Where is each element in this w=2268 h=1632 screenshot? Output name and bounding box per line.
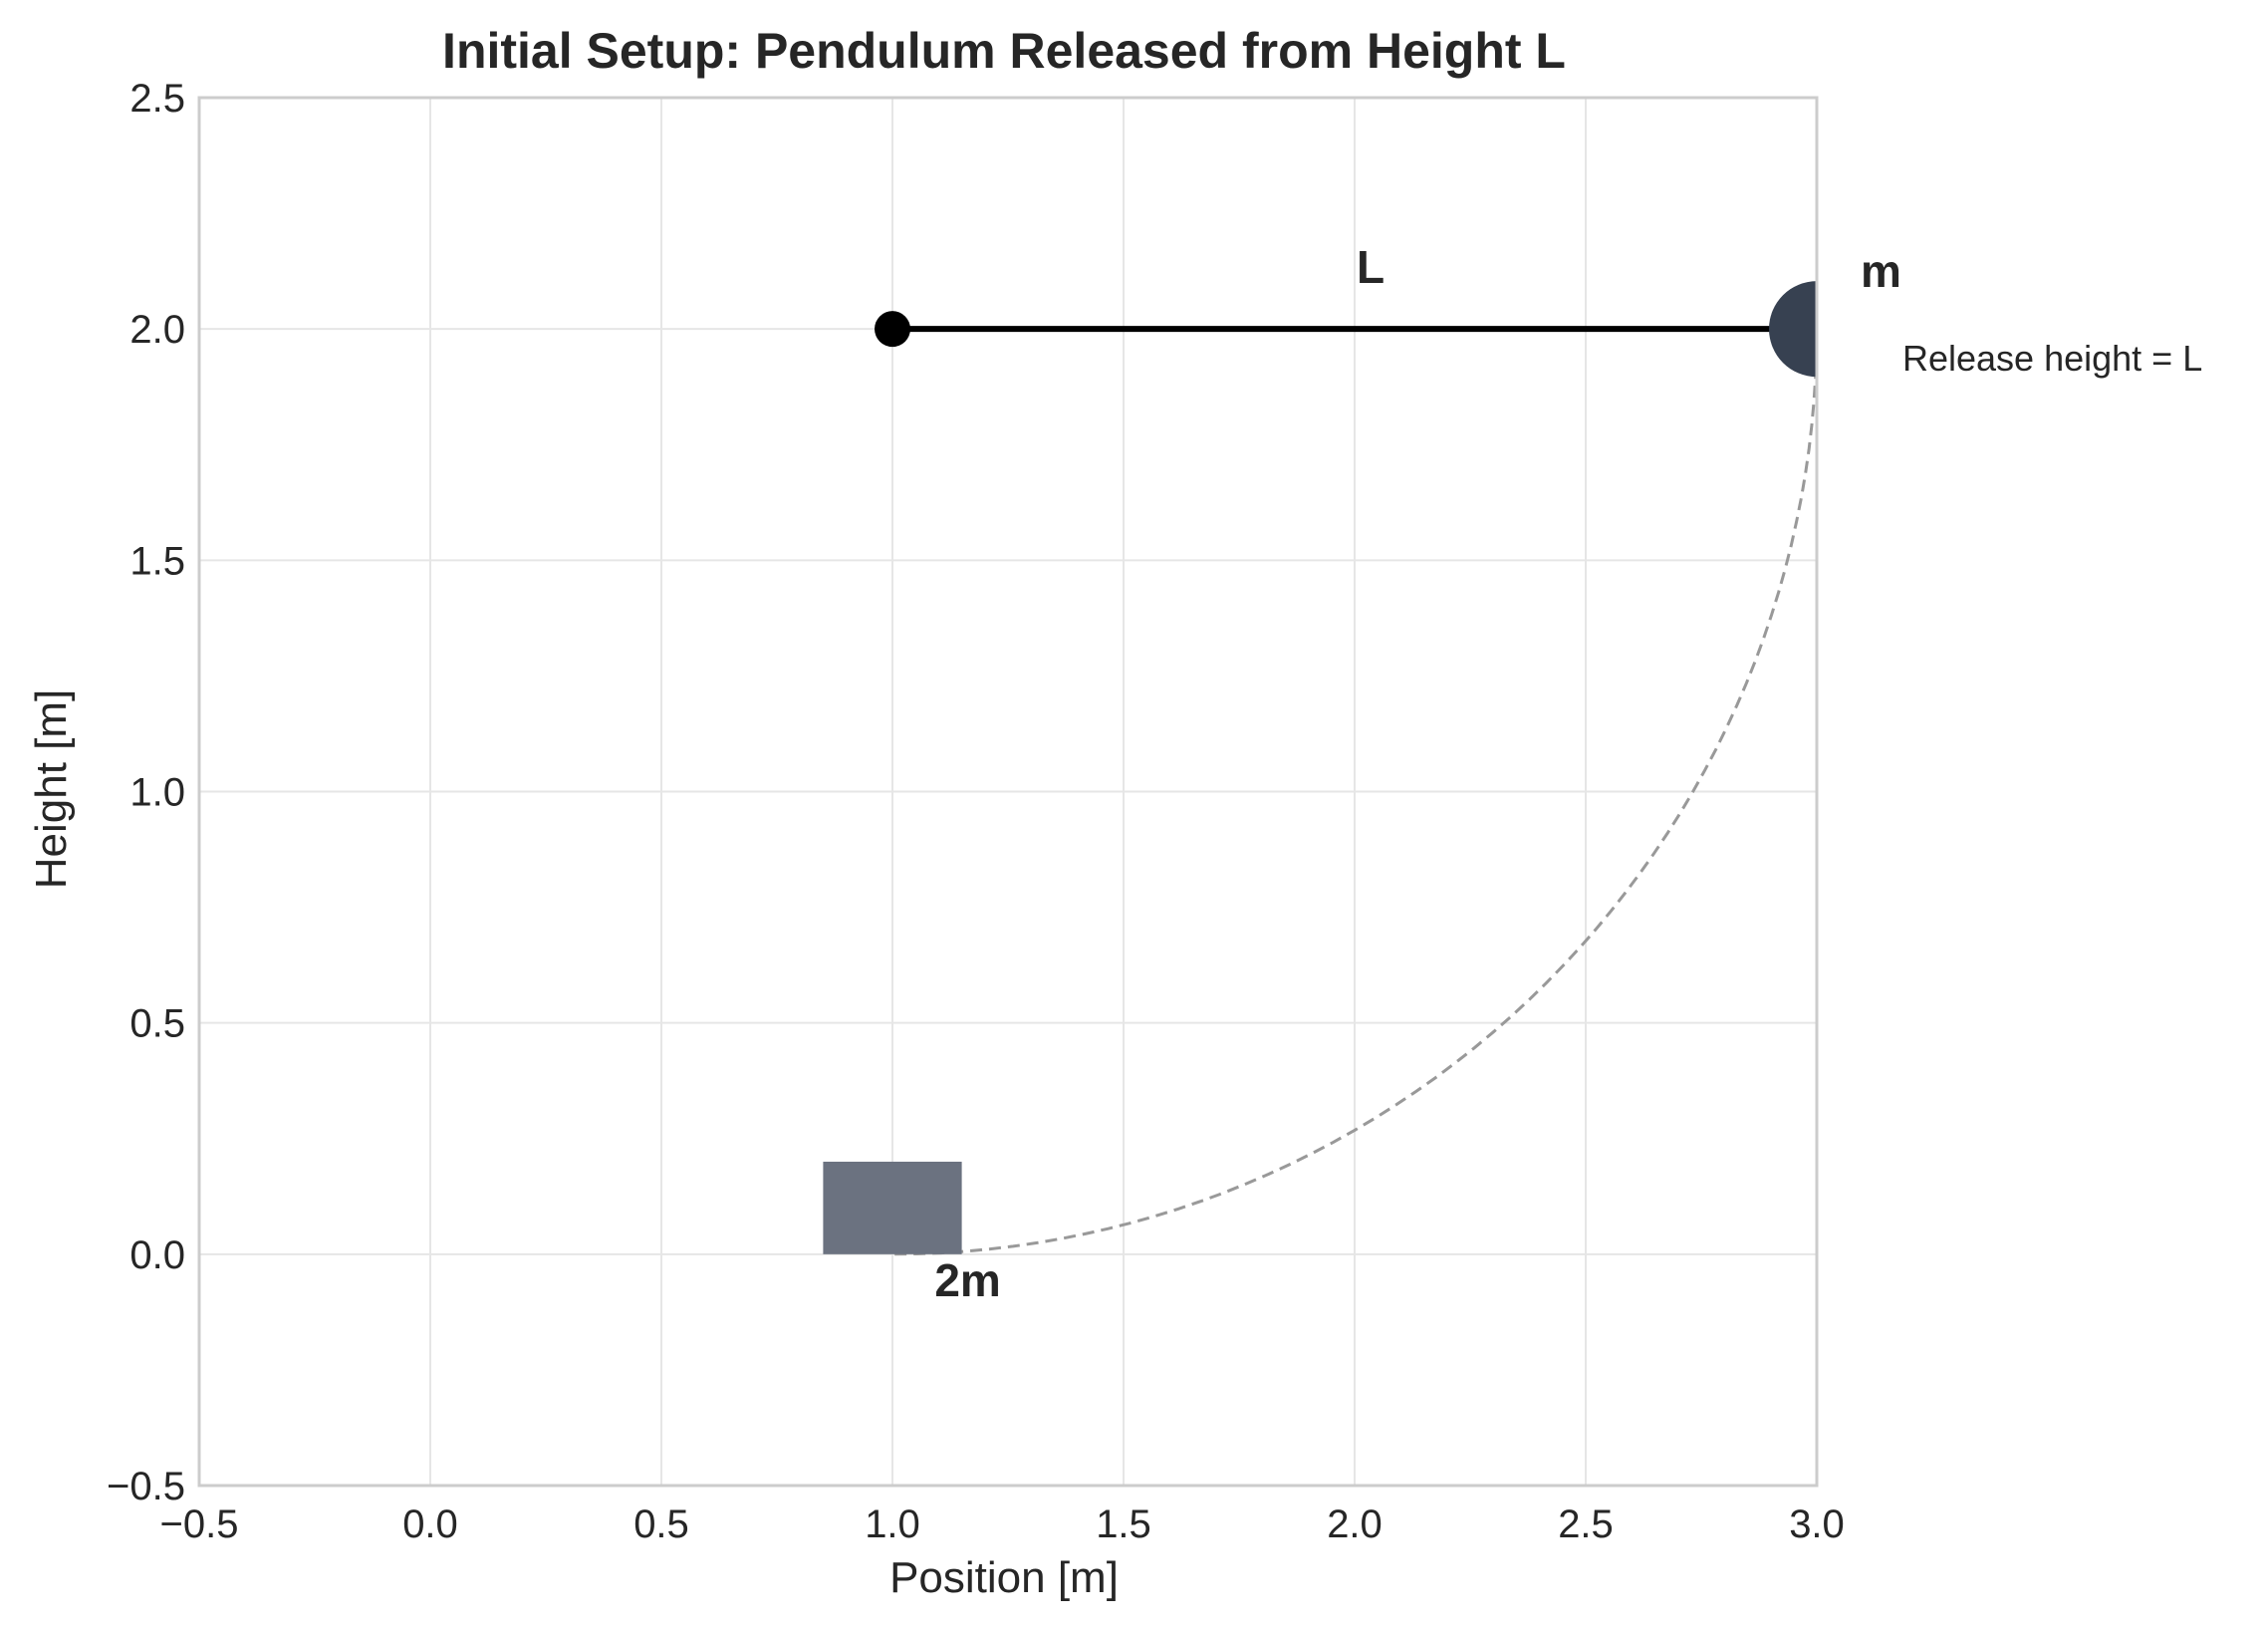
- x-tick-label: 0.5: [633, 1502, 689, 1546]
- x-tick-label: −0.5: [160, 1502, 239, 1546]
- block-mass-label: 2m: [934, 1254, 1000, 1306]
- y-tick-label: 1.0: [129, 771, 185, 815]
- grid: [198, 97, 1818, 1487]
- y-tick-label: 2.0: [129, 308, 185, 352]
- swing-path: [891, 329, 1817, 1256]
- y-tick-label: 1.5: [129, 539, 185, 583]
- x-tick-label: 1.0: [865, 1502, 920, 1546]
- x-tick-label: 2.0: [1327, 1502, 1383, 1546]
- y-tick-label: 0.5: [129, 1002, 185, 1046]
- y-tick-label: 0.0: [129, 1233, 185, 1277]
- pivot-point: [875, 311, 910, 348]
- block-2m: [823, 1161, 962, 1254]
- x-tick-label: 2.5: [1558, 1502, 1614, 1546]
- x-axis-label: Position [m]: [889, 1553, 1119, 1602]
- rod-length-label: L: [1357, 241, 1385, 293]
- chart-title: Initial Setup: Pendulum Released from He…: [442, 23, 1566, 79]
- x-tick-label: 1.5: [1096, 1502, 1151, 1546]
- diagram-marks: [823, 281, 1817, 1256]
- y-axis-label: Height [m]: [27, 689, 76, 890]
- bob-mass-label: m: [1861, 245, 1901, 297]
- tick-labels: −0.5 0.0 0.5 1.0 1.5 2.0 2.5 3.0 −0.5 0.0 0.5 1.0 1.…: [107, 77, 1845, 1546]
- x-tick-label: 3.0: [1789, 1502, 1845, 1546]
- x-tick-label: 0.0: [402, 1502, 458, 1546]
- plot-frame: [197, 96, 1819, 1488]
- pendulum-bob: [1769, 281, 1817, 378]
- y-tick-label: 2.5: [129, 77, 185, 121]
- release-height-note: Release height = L: [1902, 338, 2202, 379]
- y-tick-label: −0.5: [107, 1465, 185, 1508]
